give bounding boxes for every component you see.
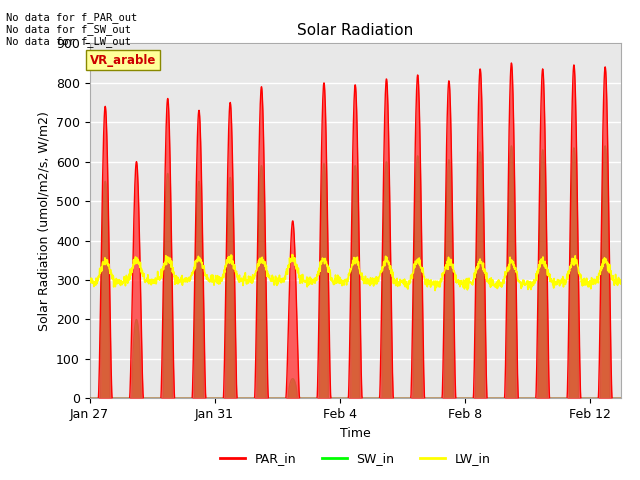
Text: No data for f_PAR_out: No data for f_PAR_out [6, 12, 138, 23]
Text: VR_arable: VR_arable [90, 54, 156, 67]
X-axis label: Time: Time [340, 427, 371, 440]
Text: No data for f_SW_out: No data for f_SW_out [6, 24, 131, 35]
Legend: PAR_in, SW_in, LW_in: PAR_in, SW_in, LW_in [215, 447, 495, 470]
Text: No data for f_LW_out: No data for f_LW_out [6, 36, 131, 47]
Y-axis label: Solar Radiation (umol/m2/s, W/m2): Solar Radiation (umol/m2/s, W/m2) [37, 111, 51, 331]
Title: Solar Radiation: Solar Radiation [297, 23, 413, 38]
